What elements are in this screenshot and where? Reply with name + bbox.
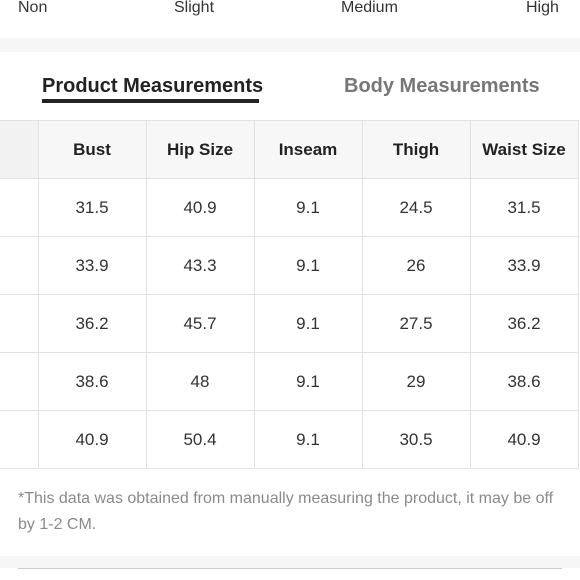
- table-cell-size: [0, 236, 39, 295]
- stretch-label-non: Non: [18, 0, 48, 16]
- table-cell: 9.1: [253, 294, 363, 353]
- table-cell: 50.4: [145, 410, 255, 469]
- table-row: 38.6 48 9.1 29 38.6: [0, 352, 579, 411]
- measurements-table: Bust Hip Size Inseam Thigh Waist Size 31…: [0, 120, 579, 469]
- table-cell: 38.6: [469, 352, 579, 411]
- table-cell: 38.6: [37, 352, 147, 411]
- table-cell: 36.2: [469, 294, 579, 353]
- table-cell: 9.1: [253, 236, 363, 295]
- tab-product-measurements[interactable]: Product Measurements: [42, 75, 264, 97]
- table-cell: 36.2: [37, 294, 147, 353]
- section-divider: [0, 38, 580, 52]
- table-cell: 9.1: [253, 410, 363, 469]
- table-cell: 26: [361, 236, 471, 295]
- column-header-waist-size: Waist Size: [469, 120, 579, 179]
- column-header-inseam: Inseam: [253, 120, 363, 179]
- stretch-label-high: High: [526, 0, 559, 16]
- table-row: 33.9 43.3 9.1 26 33.9: [0, 236, 579, 295]
- column-header-bust: Bust: [37, 120, 147, 179]
- stretch-scale: Non Slight Medium High: [0, 0, 580, 20]
- table-cell-size: [0, 352, 39, 411]
- table-cell: 33.9: [37, 236, 147, 295]
- stretch-label-medium: Medium: [341, 0, 398, 16]
- tab-body-measurements[interactable]: Body Measurements: [344, 75, 540, 97]
- measurement-disclaimer: *This data was obtained from manually me…: [18, 490, 554, 533]
- active-tab-indicator: [42, 99, 259, 103]
- stretch-label-slight: Slight: [174, 0, 215, 16]
- table-cell: 43.3: [145, 236, 255, 295]
- table-cell: 48: [145, 352, 255, 411]
- table-row: 31.5 40.9 9.1 24.5 31.5: [0, 178, 579, 237]
- table-cell: 29: [361, 352, 471, 411]
- table-cell-size: [0, 410, 39, 469]
- table-cell: 40.9: [145, 178, 255, 237]
- divider-line: [18, 568, 562, 569]
- table-cell: 9.1: [253, 178, 363, 237]
- table-cell-size: [0, 294, 39, 353]
- column-header-hip-size: Hip Size: [145, 120, 255, 179]
- column-header-thigh: Thigh: [361, 120, 471, 179]
- table-cell: 33.9: [469, 236, 579, 295]
- table-cell: 45.7: [145, 294, 255, 353]
- table-cell: 27.5: [361, 294, 471, 353]
- table-cell: 30.5: [361, 410, 471, 469]
- table-header-row: Bust Hip Size Inseam Thigh Waist Size: [0, 120, 579, 179]
- table-cell: 40.9: [469, 410, 579, 469]
- table-row: 40.9 50.4 9.1 30.5 40.9: [0, 410, 579, 469]
- table-cell: 31.5: [469, 178, 579, 237]
- table-cell-size: [0, 178, 39, 237]
- table-cell: 9.1: [253, 352, 363, 411]
- table-cell: 24.5: [361, 178, 471, 237]
- table-cell: 40.9: [37, 410, 147, 469]
- section-divider-bottom: [0, 556, 580, 568]
- table-row: 36.2 45.7 9.1 27.5 36.2: [0, 294, 579, 353]
- column-header-size: [0, 120, 39, 179]
- table-cell: 31.5: [37, 178, 147, 237]
